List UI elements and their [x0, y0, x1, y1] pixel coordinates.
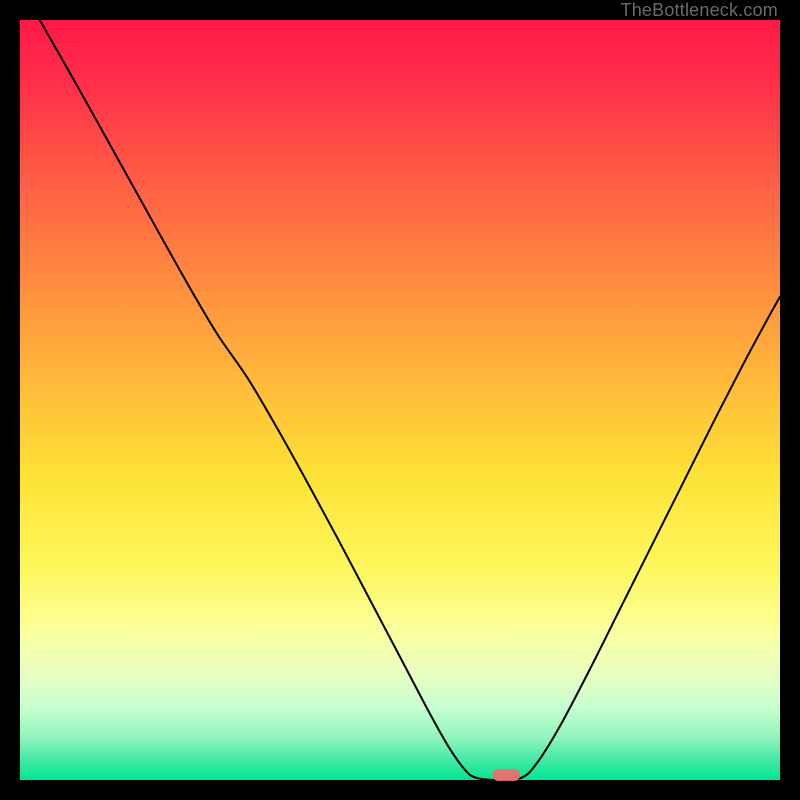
optimal-point-marker	[493, 769, 520, 781]
plot-area	[20, 20, 780, 780]
chart-frame: TheBottleneck.com	[0, 0, 800, 800]
gradient-background	[20, 20, 780, 780]
watermark-label: TheBottleneck.com	[621, 0, 778, 21]
chart-svg	[20, 20, 780, 780]
